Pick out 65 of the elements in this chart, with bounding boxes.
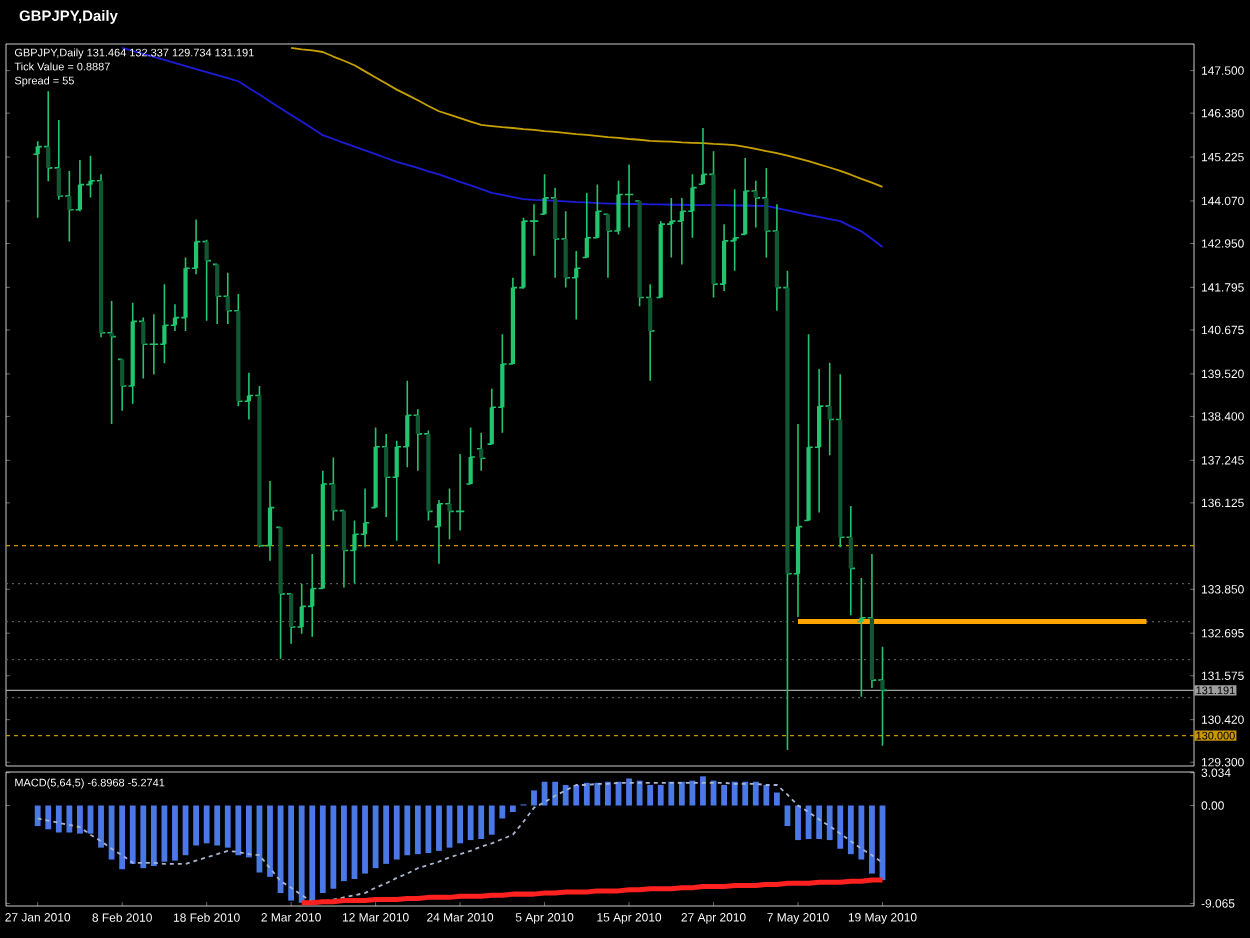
bar bbox=[583, 782, 590, 806]
bar bbox=[55, 805, 62, 833]
bar bbox=[594, 782, 601, 806]
bar bbox=[119, 805, 126, 870]
bar bbox=[140, 805, 147, 869]
bar bbox=[467, 805, 474, 841]
bar bbox=[45, 805, 52, 830]
bar bbox=[203, 805, 210, 844]
bar bbox=[678, 781, 685, 806]
bar bbox=[298, 805, 305, 903]
bar bbox=[129, 805, 136, 864]
bar bbox=[436, 805, 442, 851]
bar bbox=[309, 805, 316, 901]
bar bbox=[150, 805, 157, 867]
bar bbox=[752, 781, 759, 806]
bar bbox=[647, 784, 654, 806]
bar bbox=[499, 805, 506, 819]
bar bbox=[214, 805, 221, 846]
bar bbox=[224, 805, 231, 848]
bar bbox=[172, 805, 178, 861]
bar bbox=[795, 805, 801, 841]
bar bbox=[245, 805, 252, 858]
bar bbox=[509, 805, 516, 812]
bar bbox=[858, 805, 865, 860]
bar bbox=[235, 805, 242, 856]
bar bbox=[414, 805, 421, 855]
bar bbox=[66, 805, 73, 833]
bar bbox=[108, 805, 115, 860]
bar bbox=[362, 805, 368, 874]
bar bbox=[562, 784, 569, 806]
bar bbox=[372, 805, 379, 869]
bar bbox=[626, 778, 632, 806]
bar bbox=[605, 781, 611, 806]
bar bbox=[98, 805, 104, 848]
bar bbox=[700, 776, 706, 806]
bar bbox=[267, 805, 273, 877]
bar bbox=[763, 784, 770, 806]
bar bbox=[657, 784, 664, 806]
bar bbox=[77, 805, 83, 834]
bar bbox=[34, 805, 41, 827]
bar bbox=[288, 805, 295, 901]
bar bbox=[668, 781, 675, 806]
bar bbox=[457, 805, 463, 844]
bar bbox=[478, 805, 485, 840]
bar bbox=[869, 805, 875, 874]
bar bbox=[826, 805, 833, 841]
bar bbox=[573, 784, 580, 806]
bar bbox=[330, 805, 337, 889]
bar bbox=[742, 781, 749, 806]
bar bbox=[731, 781, 738, 806]
bar bbox=[552, 781, 559, 806]
bar bbox=[488, 805, 495, 835]
bar bbox=[404, 805, 411, 856]
bar bbox=[319, 805, 326, 894]
bar bbox=[816, 805, 823, 840]
bar bbox=[383, 805, 390, 864]
bar bbox=[636, 780, 643, 806]
bar bbox=[847, 805, 854, 855]
bar bbox=[531, 790, 537, 806]
bar bbox=[341, 805, 347, 882]
bar bbox=[837, 805, 844, 849]
bar bbox=[773, 792, 780, 806]
bar bbox=[393, 805, 400, 860]
bar bbox=[721, 784, 727, 806]
bar bbox=[193, 805, 199, 846]
